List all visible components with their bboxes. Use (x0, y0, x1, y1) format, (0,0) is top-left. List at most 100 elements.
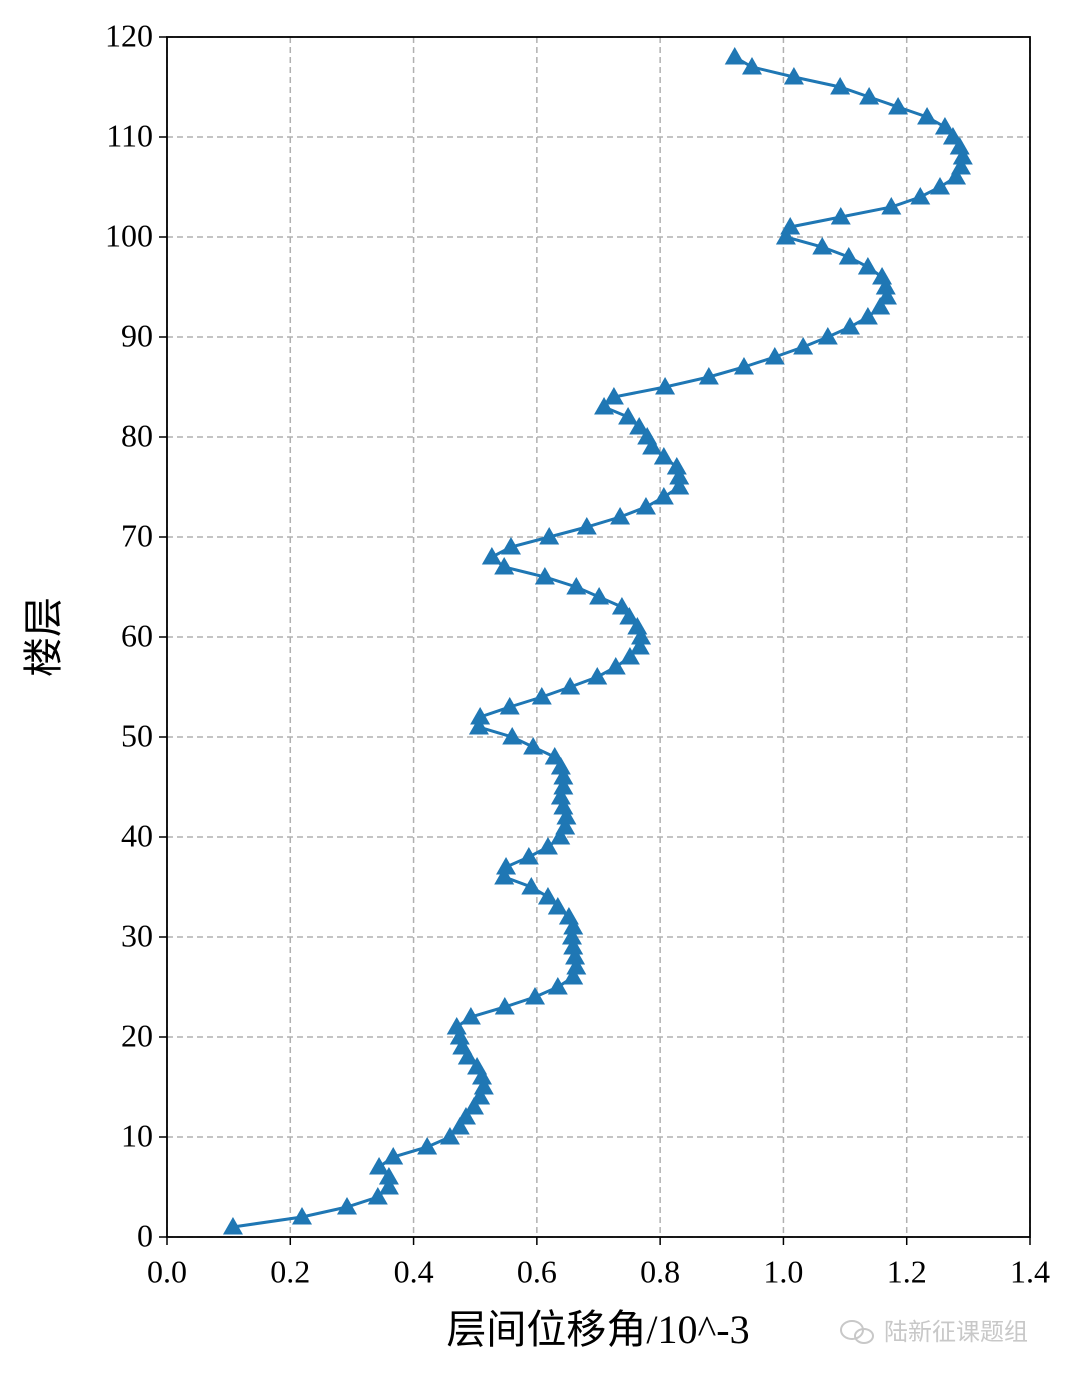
x-tick-label: 0.8 (640, 1253, 680, 1289)
data-point (605, 657, 626, 675)
x-axis-label: 层间位移角/10^-3 (446, 1307, 749, 1352)
data-point (950, 157, 971, 175)
data-point (547, 897, 568, 915)
data-point (669, 477, 690, 495)
data-point (930, 177, 951, 195)
data-point (653, 447, 674, 465)
data-point (367, 1187, 388, 1205)
data-point (565, 947, 586, 965)
data-point (550, 757, 571, 775)
data-point (291, 1207, 312, 1225)
y-tick-label: 70 (121, 517, 153, 553)
data-point (537, 837, 558, 855)
data-point (619, 607, 640, 625)
y-axis-label: 楼层 (21, 597, 66, 677)
data-point (629, 417, 650, 435)
data-point (589, 587, 610, 605)
data-point (460, 1007, 481, 1025)
data-point (494, 557, 515, 575)
data-point (946, 167, 967, 185)
data-point (830, 207, 851, 225)
data-point (780, 217, 801, 235)
data-point (872, 267, 893, 285)
data-point (733, 357, 754, 375)
y-tick-label: 0 (137, 1217, 153, 1253)
data-point (910, 187, 931, 205)
data-point (369, 1157, 390, 1175)
data-point (531, 687, 552, 705)
data-point (870, 297, 891, 315)
data-point (502, 727, 523, 745)
data-point (556, 807, 577, 825)
data-point (563, 967, 584, 985)
data-point (775, 227, 796, 245)
data-point (655, 377, 676, 395)
data-point (378, 1177, 399, 1195)
data-point (724, 47, 745, 65)
y-tick-label: 30 (121, 917, 153, 953)
data-point (563, 937, 584, 955)
data-point (949, 137, 970, 155)
data-point (481, 547, 502, 565)
data-point (594, 397, 615, 415)
data-point (500, 537, 521, 555)
data-point (642, 437, 663, 455)
y-tick-label: 100 (105, 217, 153, 253)
data-point (560, 677, 581, 695)
data-point (817, 327, 838, 345)
y-tick-label: 60 (121, 617, 153, 653)
data-point (499, 697, 520, 715)
data-point (859, 87, 880, 105)
data-point (741, 57, 762, 75)
data-point (521, 877, 542, 895)
data-point (537, 887, 558, 905)
data-point (783, 67, 804, 85)
data-point (534, 567, 555, 585)
data-point (876, 287, 897, 305)
data-point (881, 197, 902, 215)
data-point (611, 597, 632, 615)
data-point (840, 317, 861, 335)
data-point (468, 717, 489, 735)
data-point (563, 917, 584, 935)
data-point (553, 777, 574, 795)
data-point (439, 1127, 460, 1145)
data-point (336, 1197, 357, 1215)
data-point (494, 997, 515, 1015)
data-point (812, 237, 833, 255)
data-point (446, 1017, 467, 1035)
data-point (631, 627, 652, 645)
data-point (417, 1137, 438, 1155)
data-point (627, 617, 648, 635)
data-point (875, 277, 896, 295)
x-tick-label: 0.0 (147, 1253, 187, 1289)
data-point (452, 1037, 473, 1055)
y-tick-label: 80 (121, 417, 153, 453)
data-point (383, 1147, 404, 1165)
data-point (496, 857, 517, 875)
data-point (857, 307, 878, 325)
x-tick-label: 0.4 (394, 1253, 434, 1289)
data-point (942, 127, 963, 145)
data-point (637, 427, 658, 445)
data-point (838, 247, 859, 265)
data-point (618, 407, 639, 425)
data-line (232, 55, 965, 1229)
data-point (917, 107, 938, 125)
data-point (457, 1047, 478, 1065)
data-point (629, 637, 650, 655)
data-point (455, 1107, 476, 1125)
data-point (553, 767, 574, 785)
data-point (952, 147, 973, 165)
data-point (857, 257, 878, 275)
data-point (888, 97, 909, 115)
y-tick-label: 40 (121, 817, 153, 853)
data-point (619, 647, 640, 665)
data-point (566, 957, 587, 975)
plot-frame (166, 36, 1031, 1238)
data-point (463, 1097, 484, 1115)
data-point (494, 867, 515, 885)
data-point (449, 1117, 470, 1135)
data-point (603, 387, 624, 405)
